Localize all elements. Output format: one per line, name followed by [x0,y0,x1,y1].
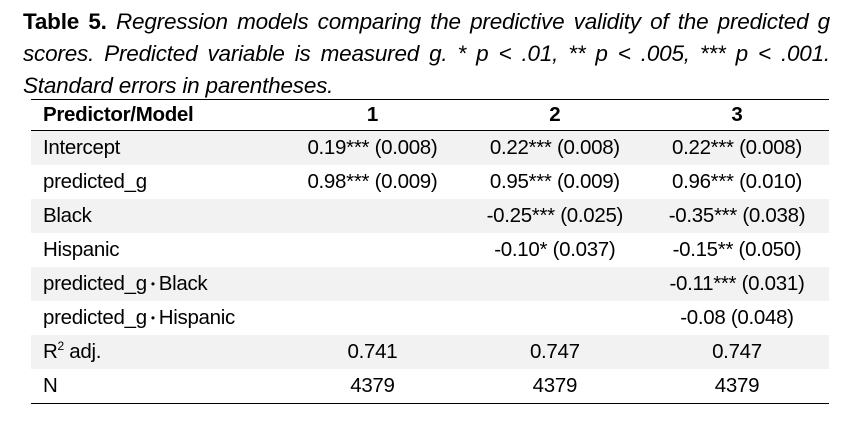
table-caption: Table 5. Regression models comparing the… [23,6,830,102]
cell-model-3: 0.96*** (0.010) [671,170,802,193]
table-row: predicted_g • Hispanic -0.08 (0.048) [31,301,829,335]
row-label-part: Hispanic [158,306,236,329]
cell-model-2: -0.10* (0.037) [494,238,616,261]
table-row: N 4379 4379 4379 [31,369,829,404]
cell-model-2: 0.95*** (0.009) [489,170,620,193]
cell-model-1 [280,233,465,267]
cell-model-2: 0.22*** (0.008) [489,136,620,159]
row-label-part: Black [158,272,208,295]
cell-model-1: 4379 [350,374,395,397]
cell-model-2: 4379 [532,374,578,397]
row-label: predicted_g • Black [31,267,280,301]
row-label: predicted_g • Hispanic [31,301,280,335]
cell-model-3: 0.22*** (0.008) [671,136,802,159]
row-label-part: R [43,340,58,363]
interaction-dot: • [150,277,155,291]
cell-model-2 [465,267,645,301]
header-predictor: Predictor/Model [43,103,194,126]
row-label: Intercept [43,136,121,159]
row-label: N [43,374,58,397]
regression-table: Predictor/Model 1 2 3 Intercept 0.19*** … [31,99,829,404]
table-row: Hispanic -0.10* (0.037) -0.15** (0.050) [31,233,829,267]
superscript: 2 [57,339,65,353]
table-row: Intercept 0.19*** (0.008) 0.22*** (0.008… [31,130,829,165]
cell-model-1: 0.741 [347,340,398,363]
header-row: Predictor/Model 1 2 3 [31,99,829,131]
row-label: R2 adj. [31,335,280,369]
table-row: predicted_g • Black -0.11*** (0.031) [31,267,829,301]
cell-model-3: -0.15** (0.050) [672,238,802,261]
cell-model-3: -0.08 (0.048) [680,306,794,329]
header-model-1: 1 [366,103,378,126]
caption-lead: Table 5. [23,9,107,34]
cell-model-3: 4379 [714,374,760,397]
row-label-part: predicted_g [43,272,147,295]
cell-model-1 [280,267,465,301]
cell-model-1 [280,199,465,233]
row-label-part: adj. [69,340,102,363]
table-row: R2 adj. 0.741 0.747 0.747 [31,335,829,369]
cell-model-2: -0.25*** (0.025) [486,204,624,227]
row-label: Hispanic [43,238,120,261]
cell-model-1 [280,301,465,335]
row-label-part: predicted_g [43,306,147,329]
header-model-3: 3 [731,103,743,126]
interaction-dot: • [150,311,155,325]
table-row: predicted_g 0.98*** (0.009) 0.95*** (0.0… [31,165,829,199]
cell-model-1: 0.98*** (0.009) [307,170,438,193]
cell-model-3: -0.11*** (0.031) [669,272,805,295]
cell-model-3: 0.747 [712,340,762,363]
caption-body: Regression models comparing the predicti… [23,9,830,98]
table-row: Black -0.25*** (0.025) -0.35*** (0.038) [31,199,829,233]
cell-model-1: 0.19*** (0.008) [307,136,438,159]
cell-model-2: 0.747 [529,340,580,363]
cell-model-3: -0.35*** (0.038) [668,204,806,227]
row-label: Black [43,204,92,227]
row-label: predicted_g [43,170,147,193]
header-model-2: 2 [549,103,561,126]
cell-model-2 [465,301,645,335]
